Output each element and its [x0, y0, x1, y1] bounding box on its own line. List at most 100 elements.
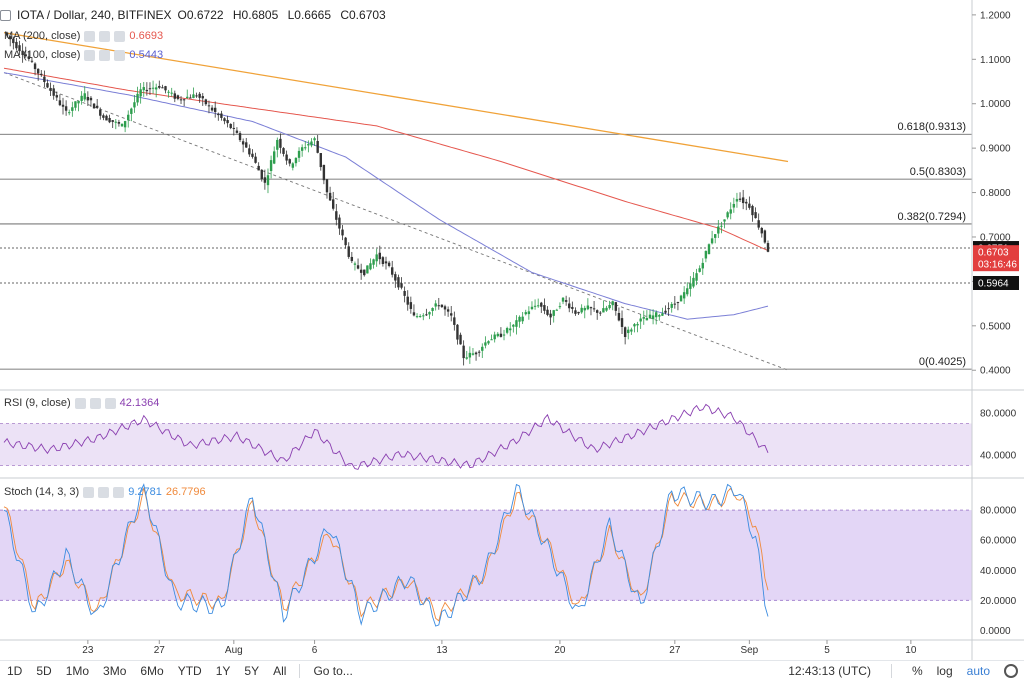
candle-body: [651, 315, 655, 320]
divider: [299, 663, 301, 678]
trend-line: [3, 32, 789, 163]
candle-body: [667, 308, 670, 310]
candle-body: [366, 265, 369, 274]
candle-body: [561, 297, 565, 302]
dashed-support-line: [3, 72, 789, 371]
candle-body: [272, 151, 276, 164]
candle-body: [617, 312, 621, 321]
candle-body: [269, 160, 273, 172]
candle-body: [148, 88, 152, 90]
candle-body: [512, 324, 515, 327]
candle-body: [332, 199, 335, 209]
eye-icon[interactable]: [84, 30, 96, 42]
candle-body: [139, 89, 142, 97]
tf-5y[interactable]: 5Y: [244, 663, 260, 678]
close-icon[interactable]: [113, 486, 125, 498]
candle-body: [127, 114, 130, 121]
percent-toggle[interactable]: %: [911, 663, 923, 678]
goto-button[interactable]: Go to...: [313, 663, 353, 678]
candle-body: [394, 274, 397, 281]
close-icon[interactable]: [104, 397, 116, 409]
stoch-band: [0, 510, 972, 601]
candle-body: [487, 341, 490, 344]
x-tick-label: 27: [154, 645, 166, 656]
candle-body: [602, 308, 605, 313]
candle-body: [170, 92, 173, 94]
candle-body: [704, 250, 708, 259]
collapse-icon[interactable]: [0, 9, 11, 21]
candle-body: [636, 323, 639, 326]
candle-body: [241, 141, 245, 145]
auto-toggle[interactable]: auto: [966, 663, 990, 678]
eye-icon[interactable]: [84, 49, 96, 61]
tf-5d[interactable]: 5D: [36, 663, 52, 678]
candle-body: [720, 225, 723, 227]
candle-body: [546, 309, 549, 315]
candle-body: [52, 88, 55, 96]
candle-body: [27, 56, 31, 60]
candle-body: [465, 357, 468, 359]
close-icon[interactable]: [114, 49, 126, 61]
candle-body: [145, 89, 149, 92]
candle-body: [316, 141, 319, 153]
tf-6mo[interactable]: 6Mo: [140, 663, 164, 678]
rsi-band: [0, 423, 972, 466]
settings-icon[interactable]: [99, 30, 111, 42]
settings-icon[interactable]: [98, 486, 110, 498]
candle-body: [161, 87, 164, 89]
stoch-d-value: 26.7796: [165, 486, 206, 498]
rsi-legend[interactable]: RSI (9, close) 42.1364: [4, 397, 159, 409]
candle-body: [294, 157, 298, 164]
candle-body: [133, 102, 136, 108]
candle-body: [686, 288, 689, 295]
candle-body: [496, 333, 500, 337]
candle-body: [291, 163, 295, 168]
fib-level-label: 0.618(0.9313): [898, 121, 967, 133]
eye-icon[interactable]: [83, 486, 95, 498]
log-toggle[interactable]: log: [936, 663, 953, 678]
eye-icon[interactable]: [74, 397, 86, 409]
candle-body: [77, 101, 80, 104]
candle-body: [46, 83, 49, 88]
candle-body: [186, 96, 189, 98]
candle-body: [717, 226, 720, 234]
settings-icon[interactable]: [89, 397, 101, 409]
candle-body: [195, 95, 198, 97]
candle-body: [670, 303, 673, 308]
candle-body: [381, 257, 385, 264]
ma200-legend[interactable]: MA (200, close) 0.6693: [4, 30, 163, 42]
candle-body: [701, 262, 704, 269]
candle-body: [89, 97, 93, 101]
settings-icon[interactable]: [99, 49, 111, 61]
x-tick-label: 20: [554, 645, 566, 656]
gear-icon[interactable]: [1004, 663, 1018, 678]
candle-body: [459, 334, 462, 345]
stoch-label: Stoch (14, 3, 3): [4, 486, 80, 498]
stoch-legend[interactable]: Stoch (14, 3, 3) 9.2781 26.7796: [4, 486, 206, 498]
candle-body: [24, 54, 27, 57]
tf-1mo[interactable]: 1Mo: [65, 663, 90, 678]
tf-1d[interactable]: 1D: [7, 663, 23, 678]
tf-1y[interactable]: 1Y: [215, 663, 231, 678]
candle-body: [732, 203, 736, 208]
candle-body: [642, 317, 645, 319]
candle-body: [633, 324, 636, 327]
candle-body: [415, 316, 419, 318]
candle-body: [363, 269, 366, 276]
close-value: C0.6703: [340, 8, 386, 22]
candle-body: [15, 41, 18, 49]
candle-body: [558, 306, 562, 308]
candle-body: [679, 295, 683, 302]
tf-ytd[interactable]: YTD: [177, 663, 202, 678]
ma100-legend[interactable]: MA (100, close) 0.5443: [4, 49, 163, 61]
ma200-value: 0.6693: [129, 30, 164, 42]
candle-body: [509, 328, 512, 331]
candle-body: [71, 107, 74, 111]
ma100-line: [3, 72, 769, 320]
tf-all[interactable]: All: [273, 663, 287, 678]
candle-body: [18, 45, 21, 52]
close-icon[interactable]: [114, 30, 126, 42]
candle-body: [437, 305, 440, 307]
tf-3mo[interactable]: 3Mo: [103, 663, 127, 678]
